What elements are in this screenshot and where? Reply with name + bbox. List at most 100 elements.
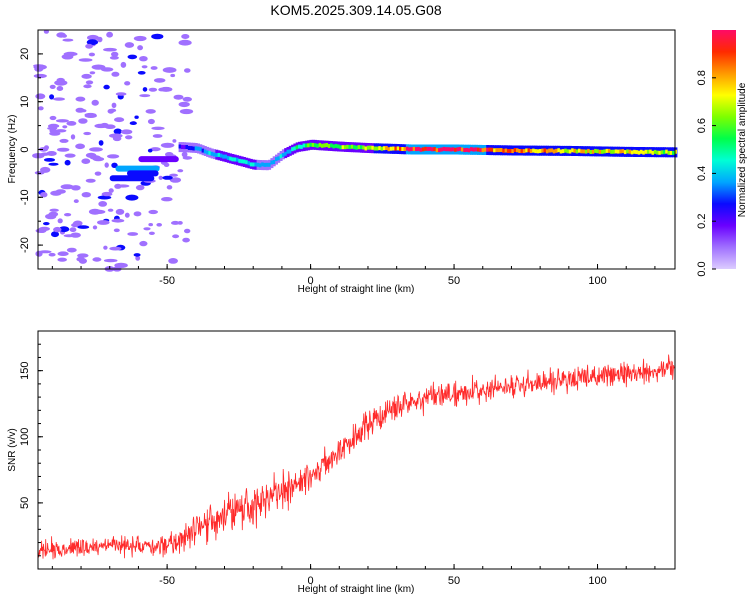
spectrogram-ridge-cell [417, 146, 420, 151]
spectrogram-ridge-cell [277, 156, 280, 161]
spectrogram-noise-blob [182, 237, 190, 243]
spectrogram-ridge-cell [421, 147, 425, 152]
spectrogram-ridge-cell [511, 149, 514, 154]
spectrogram-ridge-cell [640, 149, 643, 154]
spectrogram-noise-blob [142, 87, 148, 92]
spectrogram-noise-blob [85, 152, 97, 158]
spectrogram-ridge-cell [619, 149, 622, 154]
spectrogram-ridge-cell [307, 143, 310, 148]
spectrogram-ridge-cell [219, 153, 223, 158]
spectrogram-noise-blob [54, 129, 67, 133]
spectrogram-ridge-cell [348, 145, 351, 149]
spectrogram-noise-blob [85, 178, 96, 183]
spectrogram-ridge-cell [256, 162, 260, 167]
spectrogram-ridge-cell [217, 152, 221, 157]
spectrogram-ridge-cell [559, 149, 563, 154]
spectrogram-noise-blob [76, 256, 85, 262]
spectrogram-y-tick-label: 10 [19, 96, 31, 108]
spectrogram-noise-blob [73, 199, 79, 204]
spectrogram-x-label: Height of straight line (km) [298, 284, 415, 295]
spectrogram-ridge-cell [674, 149, 677, 154]
spectrogram-noise-blob [141, 65, 148, 69]
spectrogram-noise-blob [57, 218, 63, 224]
spectrogram-ridge-cell [428, 146, 432, 151]
spectrogram-ridge-cell [341, 145, 345, 150]
spectrogram-ridge-cell [415, 147, 418, 152]
spectrogram-ridge-cell [270, 160, 273, 165]
spectrogram-ridge-cell [635, 150, 638, 155]
spectrogram-ridge-cell [589, 150, 592, 154]
spectrogram-noise-blob [86, 39, 99, 46]
spectrogram-ridge-cell [518, 149, 521, 153]
spectrogram-ridge-cell [536, 149, 540, 154]
spectrogram-ridge-cell [582, 149, 586, 154]
spectrogram-ridge-cell [233, 157, 237, 162]
spectrogram-ridge-cell [571, 148, 574, 153]
spectrogram-ridge-cell [242, 159, 246, 164]
spectrogram-ridge-cell [247, 161, 250, 166]
spectrogram-ridge-cell [408, 147, 411, 152]
spectrogram-noise-blob [94, 123, 108, 129]
spectrogram-noise-blob [57, 79, 64, 84]
snr-y-tick-label: 50 [19, 497, 31, 509]
spectrogram-ridge-cell [483, 147, 487, 152]
colorbar-tick-label: 0.4 [696, 166, 708, 181]
spectrogram-noise-blob [66, 247, 77, 253]
spectrogram-ridge-cell [288, 149, 292, 154]
spectrogram-ridge-cell [281, 153, 285, 157]
spectrogram-noise-blob [161, 197, 173, 202]
spectrogram-noise-blob [50, 190, 62, 196]
spectrogram-noise-blob [49, 208, 59, 212]
spectrogram-plot-area [32, 29, 678, 272]
spectrogram-noise-blob [89, 71, 96, 75]
spectrogram-ridge-cell [605, 148, 609, 153]
spectrogram-noise-blob [125, 135, 133, 140]
spectrogram-noise-blob [166, 185, 173, 190]
spectrogram-noise-blob [151, 126, 165, 130]
colorbar-tick-label: 0.6 [696, 118, 708, 133]
spectrogram-noise-blob [179, 108, 194, 115]
spectrogram-noise-blob [115, 92, 127, 96]
spectrogram-noise-blob [171, 221, 180, 225]
spectrogram-ridge-cell [454, 147, 457, 152]
spectrogram-ridge-cell [187, 146, 191, 150]
spectrogram-ridge-cell [444, 147, 448, 152]
spectrogram-noise-blob [89, 147, 103, 152]
spectrogram-ridge-cell [298, 144, 301, 149]
spectrogram-noise-blob [111, 102, 117, 109]
spectrogram-ridge-cell [240, 159, 244, 164]
spectrogram-noise-blob [135, 184, 145, 191]
spectrogram-ridge-cell [254, 162, 257, 167]
spectrogram-ridge-cell [385, 146, 388, 150]
spectrogram-ridge-cell [268, 162, 271, 167]
snr-x-tick-label: 100 [588, 575, 606, 587]
spectrogram-noise-blob [172, 234, 180, 239]
spectrogram-noise-blob [57, 251, 69, 256]
spectrogram-ridge-cell [178, 144, 182, 149]
colorbar-label: Normalized spectral amplitude [737, 82, 748, 217]
spectrogram-noise-blob [114, 117, 125, 123]
spectrogram-ridge-cell [229, 156, 232, 161]
spectrogram-ridge-cell [529, 149, 533, 153]
spectrogram-ridge-cell [564, 148, 567, 153]
spectrogram-noise-blob [116, 184, 130, 188]
spectrogram-ridge-cell [210, 151, 214, 156]
spectrogram-noise-blob [49, 84, 56, 89]
spectrogram-noise-blob [178, 101, 190, 108]
spectrogram-noise-blob [101, 191, 113, 197]
spectrogram-noise-blob [57, 257, 67, 262]
spectrogram-ridge-cell [527, 148, 530, 153]
spectrogram-noise-blob [70, 134, 76, 140]
spectrogram-noise-blob [168, 258, 179, 264]
spectrogram-noise-blob [59, 138, 69, 143]
spectrogram-ridge-cell [369, 145, 372, 150]
spectrogram-ridge-cell [291, 147, 294, 152]
spectrogram-ridge-cell [451, 147, 455, 152]
spectrogram-noise-blob [35, 250, 43, 257]
spectrogram-noise-blob [43, 222, 50, 226]
spectrogram-ridge-cell [309, 142, 312, 147]
spectrogram-ridge-cell [440, 147, 443, 152]
spectrogram-ridge-cell [662, 150, 666, 155]
spectrogram-ridge-cell [286, 149, 289, 154]
spectrogram-ridge-cell [224, 154, 227, 159]
